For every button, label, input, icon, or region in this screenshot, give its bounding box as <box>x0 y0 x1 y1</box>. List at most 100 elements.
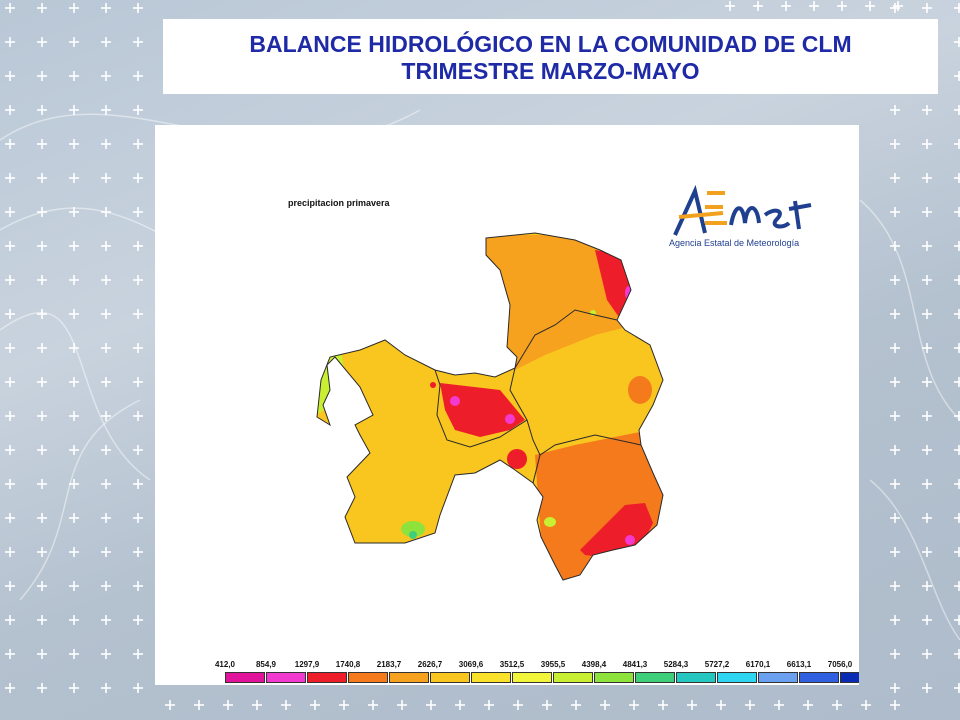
plus-mark-v <box>926 241 928 251</box>
plus-mark-v <box>749 700 751 710</box>
plus-mark-v <box>894 275 896 285</box>
legend-label: 1740,8 <box>335 660 361 669</box>
aemet-logo-subtitle: Agencia Estatal de Meteorología <box>669 238 800 248</box>
plus-mark-v <box>958 3 960 13</box>
plus-mark-v <box>41 581 43 591</box>
plus-mark-v <box>73 241 75 251</box>
plus-mark-h <box>954 177 960 179</box>
plus-mark-v <box>41 3 43 13</box>
plus-mark-v <box>41 71 43 81</box>
plus-mark-v <box>41 377 43 387</box>
plus-mark-v <box>41 241 43 251</box>
plus-mark-v <box>41 615 43 625</box>
legend-label: 3955,5 <box>540 660 566 669</box>
plus-mark-v <box>401 700 403 710</box>
plus-mark-v <box>137 683 139 693</box>
slide-title-line2: TRIMESTRE MARZO-MAYO <box>401 58 700 84</box>
legend-label: 5284,3 <box>663 660 689 669</box>
legend-label: 1297,9 <box>294 660 320 669</box>
plus-mark-v <box>41 37 43 47</box>
plus-mark-v <box>9 71 11 81</box>
plus-mark-v <box>73 547 75 557</box>
plus-mark-v <box>958 581 960 591</box>
plus-mark-v <box>73 105 75 115</box>
title-box: BALANCE HIDROLÓGICO EN LA COMUNIDAD DE C… <box>163 19 938 94</box>
plus-mark-v <box>105 547 107 557</box>
plus-mark-v <box>9 581 11 591</box>
plus-mark-v <box>958 445 960 455</box>
legend-swatches <box>225 672 859 683</box>
plus-mark-h <box>954 245 960 247</box>
plus-mark-v <box>73 377 75 387</box>
plus-mark-v <box>785 1 787 11</box>
plus-mark-v <box>105 581 107 591</box>
plus-mark-v <box>894 3 896 13</box>
plus-mark-v <box>958 37 960 47</box>
plus-mark-v <box>897 1 899 11</box>
plus-mark-v <box>9 309 11 319</box>
plus-mark-v <box>41 445 43 455</box>
plus-mark-h <box>954 687 960 689</box>
legend-swatch <box>594 672 634 683</box>
plus-mark-v <box>285 700 287 710</box>
legend-label: 3512,5 <box>499 660 525 669</box>
plus-mark-v <box>105 3 107 13</box>
plus-mark-v <box>105 411 107 421</box>
plus-mark-v <box>73 649 75 659</box>
plus-mark-v <box>958 275 960 285</box>
plus-mark-v <box>958 377 960 387</box>
plus-mark-v <box>894 615 896 625</box>
plus-mark-h <box>954 381 960 383</box>
legend-swatch <box>266 672 306 683</box>
plus-mark-v <box>958 683 960 693</box>
plus-mark-v <box>73 581 75 591</box>
plus-mark-v <box>137 139 139 149</box>
plus-mark-v <box>137 207 139 217</box>
plus-mark-v <box>958 513 960 523</box>
plus-mark-v <box>958 411 960 421</box>
plus-mark-v <box>137 411 139 421</box>
plus-mark-v <box>958 105 960 115</box>
plus-mark-v <box>926 3 928 13</box>
aemet-logo: Agencia Estatal de Meteorología <box>665 183 835 255</box>
plus-mark-v <box>9 649 11 659</box>
plus-mark-v <box>105 377 107 387</box>
plus-mark-v <box>894 411 896 421</box>
plus-mark-v <box>105 445 107 455</box>
plus-mark-v <box>105 275 107 285</box>
plus-mark-v <box>73 683 75 693</box>
plus-mark-v <box>73 71 75 81</box>
plus-mark-v <box>488 700 490 710</box>
plus-mark-h <box>954 517 960 519</box>
plus-mark-h <box>954 279 960 281</box>
plus-mark-v <box>137 649 139 659</box>
plus-mark-v <box>926 581 928 591</box>
plus-mark-v <box>41 547 43 557</box>
plus-mark-v <box>9 513 11 523</box>
legend-swatch <box>471 672 511 683</box>
legend-swatch <box>758 672 798 683</box>
plus-mark-v <box>813 1 815 11</box>
plus-mark-v <box>73 411 75 421</box>
legend-swatch <box>307 672 347 683</box>
plus-mark-v <box>105 683 107 693</box>
plus-mark-v <box>604 700 606 710</box>
plus-mark-v <box>926 377 928 387</box>
plus-mark-v <box>894 105 896 115</box>
legend-label: 6613,1 <box>786 660 812 669</box>
legend-swatch <box>389 672 429 683</box>
plus-mark-v <box>9 343 11 353</box>
legend-labels: 412,0 854,9 1297,9 1740,8 2183,7 2626,7 3069,6… <box>211 660 859 670</box>
plus-mark-v <box>9 173 11 183</box>
plus-mark-v <box>41 343 43 353</box>
plus-mark-h <box>954 619 960 621</box>
map-fill <box>317 233 663 580</box>
plus-mark-h <box>954 653 960 655</box>
legend-label: 2183,7 <box>376 660 402 669</box>
plus-mark-h <box>954 585 960 587</box>
plus-mark-v <box>926 411 928 421</box>
plus-mark-v <box>105 479 107 489</box>
plus-mark-v <box>841 1 843 11</box>
plus-mark-v <box>73 343 75 353</box>
plus-mark-v <box>137 71 139 81</box>
